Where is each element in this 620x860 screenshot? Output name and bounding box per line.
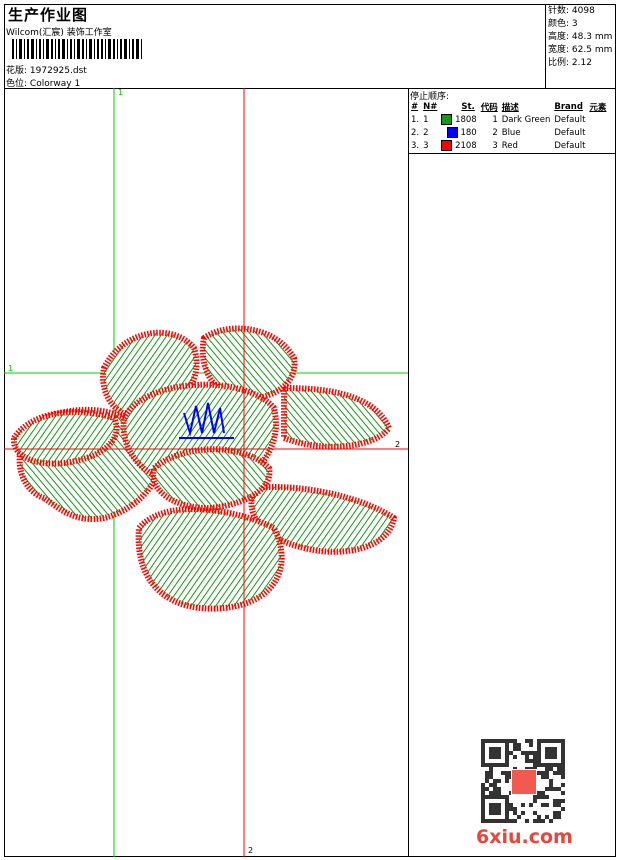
barcode-bar bbox=[108, 39, 111, 59]
barcode-bar bbox=[16, 39, 17, 59]
barcode-bar bbox=[67, 39, 68, 59]
stat-stitches: 针数: 4098 bbox=[548, 6, 595, 16]
embroidery-preview bbox=[4, 88, 408, 857]
axis-label-red-right: 2 bbox=[395, 440, 401, 449]
barcode-bar bbox=[97, 39, 99, 59]
barcode-bar bbox=[12, 39, 14, 59]
colorway-value: Colorway 1 bbox=[29, 79, 81, 89]
barcode-bar bbox=[77, 39, 80, 59]
barcode-bar bbox=[74, 39, 75, 59]
stop-sequence-panel: 停止顺序: # N# St. 代码 描述 Brand 元素 1. 1 1808 1 Dark… bbox=[409, 88, 616, 154]
stat-width: 宽度: 62.5 mm bbox=[548, 45, 613, 55]
barcode-bar bbox=[43, 39, 44, 59]
barcode-bar bbox=[31, 39, 34, 59]
barcode-bar bbox=[105, 39, 106, 59]
stats-panel: 针数: 4098 颜色: 3 高度: 48.3 mm 宽度: 62.5 mm 比… bbox=[545, 4, 616, 89]
barcode-bar bbox=[136, 39, 139, 59]
axis-label-green-left: 1 bbox=[8, 364, 14, 373]
stat-colors: 颜色: 3 bbox=[548, 19, 578, 29]
barcode-bar bbox=[89, 39, 92, 59]
table-row: 1. 1 1808 1 Dark Green Default bbox=[411, 114, 586, 125]
color-swatch bbox=[441, 140, 453, 151]
barcode-bar bbox=[94, 39, 95, 59]
barcode-bar bbox=[58, 39, 60, 59]
barcode-bar bbox=[46, 39, 49, 59]
barcode-bar bbox=[62, 39, 65, 59]
barcode-bar bbox=[39, 39, 41, 59]
table-row: 3. 3 2108 3 Red Default bbox=[411, 140, 586, 151]
stat-height: 高度: 48.3 mm bbox=[548, 32, 613, 42]
colorway: 色位: Colorway 1 bbox=[6, 76, 80, 89]
design-canvas: 1 1 2 2 bbox=[4, 88, 409, 857]
barcode-bar bbox=[120, 39, 122, 59]
qr-code bbox=[481, 739, 565, 823]
color-swatch bbox=[441, 114, 453, 125]
barcode-bar bbox=[70, 39, 72, 59]
colorway-label: 色位: bbox=[6, 79, 28, 89]
barcode-bar bbox=[129, 39, 130, 59]
barcode bbox=[12, 39, 142, 59]
stop-sequence-title: 停止顺序: bbox=[410, 92, 450, 102]
barcode-bar bbox=[27, 39, 29, 59]
barcode-bar bbox=[36, 39, 37, 59]
flower bbox=[10, 325, 397, 612]
barcode-bar bbox=[101, 39, 103, 59]
design-value: 1972925.dst bbox=[29, 66, 87, 76]
barcode-bar bbox=[19, 39, 22, 59]
stat-scale: 比例: 2.12 bbox=[548, 58, 592, 68]
page-frame bbox=[4, 4, 616, 857]
crosshair-red bbox=[4, 88, 408, 857]
barcode-bar bbox=[124, 39, 127, 59]
barcode-bar bbox=[117, 39, 118, 59]
header: 生产作业图 Wilcom(汇宸) 装饰工作室 花版: 1972925.dst 色… bbox=[4, 4, 616, 89]
axis-label-green-top: 1 bbox=[118, 88, 124, 97]
design-file: 花版: 1972925.dst bbox=[6, 63, 87, 76]
company-name: Wilcom(汇宸) 装饰工作室 bbox=[6, 28, 112, 38]
barcode-bar bbox=[51, 39, 53, 59]
color-swatch bbox=[446, 127, 458, 138]
design-label: 花版: bbox=[6, 66, 28, 76]
barcode-bar bbox=[86, 39, 87, 59]
barcode-bar bbox=[82, 39, 84, 59]
blue-center bbox=[179, 402, 234, 439]
barcode-bar bbox=[55, 39, 56, 59]
axis-label-red-bottom: 2 bbox=[248, 846, 254, 855]
watermark-logo: 6xiu.com bbox=[476, 826, 573, 848]
table-row: 2. 2 180 2 Blue Default bbox=[411, 127, 586, 138]
barcode-bar bbox=[132, 39, 134, 59]
table-header: # N# St. 代码 描述 Brand 元素 bbox=[411, 101, 607, 113]
barcode-bar bbox=[113, 39, 115, 59]
barcode-bar bbox=[141, 39, 142, 59]
seal-stamp bbox=[511, 769, 537, 795]
barcode-bar bbox=[24, 39, 25, 59]
page-title: 生产作业图 bbox=[8, 6, 89, 24]
color-table: # N# St. 代码 描述 Brand 元素 1. 1 1808 1 Dark Green… bbox=[409, 100, 608, 152]
